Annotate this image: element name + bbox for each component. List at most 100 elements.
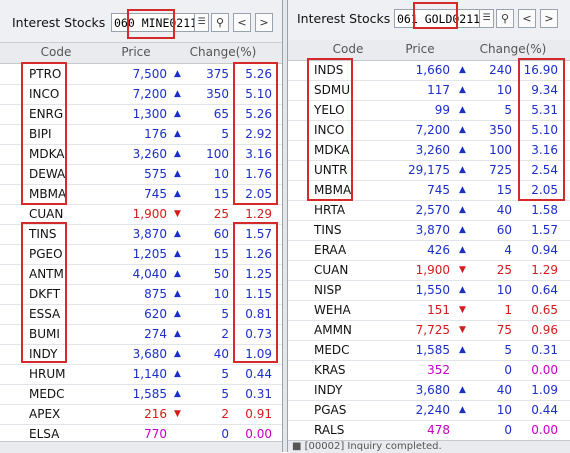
change-value: 40 <box>496 203 512 217</box>
stock-code: MEDC <box>29 387 65 401</box>
stock-code: NISP <box>314 283 342 297</box>
change-value: 0 <box>504 363 512 377</box>
table-row[interactable]: ERAA 426 4 0.94 ▲ <box>288 240 570 261</box>
chevron-right-icon[interactable]: > <box>540 9 558 28</box>
table-row[interactable]: RALS 478 0 0.00 <box>288 420 570 441</box>
change-value: 65 <box>213 107 229 121</box>
change-value: 60 <box>496 223 512 237</box>
change-value: 5 <box>221 367 229 381</box>
change-percent: 1.58 <box>531 203 558 217</box>
table-row[interactable]: INDY 3,680 40 1.09 ▲ <box>288 380 570 401</box>
change-value: 100 <box>206 147 229 161</box>
stock-code: RALS <box>314 423 345 437</box>
column-code[interactable]: Code <box>40 45 72 59</box>
list-dropdown-icon[interactable]: ☰ <box>479 9 494 28</box>
change-value: 50 <box>213 267 229 281</box>
table-row[interactable]: ESSA 620 5 0.81 ▲ <box>0 304 282 325</box>
table-row[interactable]: MEDC 1,585 5 0.31 ▲ <box>288 340 570 361</box>
table-row[interactable]: CUAN 1,900 25 1.29 ▼ <box>288 260 570 281</box>
table-row[interactable]: NISP 1,550 10 0.64 ▲ <box>288 280 570 301</box>
change-value: 350 <box>206 87 229 101</box>
table-row[interactable]: ANTM 4,040 50 1.25 ▲ <box>0 264 282 285</box>
stock-price: 745 <box>427 183 450 197</box>
stock-price: 3,260 <box>415 143 450 157</box>
stock-price: 1,585 <box>415 343 450 357</box>
stock-code: MDKA <box>314 143 350 157</box>
change-percent: 0.94 <box>531 243 558 257</box>
table-row[interactable]: UNTR 29,175 725 2.54 ▲ <box>288 160 570 181</box>
table-row[interactable]: BIPI 176 5 2.92 ▲ <box>0 124 282 145</box>
stock-price: 3,680 <box>132 347 167 361</box>
table-row[interactable]: HRUM 1,140 5 0.44 ▲ <box>0 364 282 385</box>
table-row[interactable]: PGAS 2,240 10 0.44 ▲ <box>288 400 570 421</box>
table-row[interactable]: DKFT 875 10 1.15 ▲ <box>0 284 282 305</box>
table-row[interactable]: DEWA 575 10 1.76 ▲ <box>0 164 282 185</box>
panel-title: Interest Stocks <box>12 15 106 30</box>
table-row[interactable]: HRTA 2,570 40 1.58 ▲ <box>288 200 570 221</box>
change-value: 5 <box>504 103 512 117</box>
search-icon[interactable]: ⚲ <box>496 9 514 28</box>
stock-price: 7,200 <box>415 123 450 137</box>
table-row[interactable]: INCO 7,200 350 5.10 ▲ <box>0 84 282 105</box>
table-row[interactable]: INDS 1,660 240 16.90 ▲ <box>288 60 570 81</box>
stock-code: TINS <box>314 223 342 237</box>
arrow-up-icon: ▲ <box>459 85 466 95</box>
table-row[interactable]: MBMA 745 15 2.05 ▲ <box>288 180 570 201</box>
table-row[interactable]: KRAS 352 0 0.00 <box>288 360 570 381</box>
stock-price: 1,660 <box>415 63 450 77</box>
chevron-right-icon[interactable]: > <box>255 13 273 32</box>
search-icon[interactable]: ⚲ <box>211 13 229 32</box>
stock-code: YELO <box>314 103 345 117</box>
arrow-up-icon: ▲ <box>174 229 181 239</box>
change-percent: 3.16 <box>531 143 558 157</box>
column-change[interactable]: Change(%) <box>479 42 547 56</box>
change-percent: 2.54 <box>531 163 558 177</box>
table-row[interactable]: MEDC 1,585 5 0.31 ▲ <box>0 384 282 405</box>
change-percent: 1.57 <box>245 227 272 241</box>
arrow-up-icon: ▲ <box>174 149 181 159</box>
stock-code: PTRO <box>29 67 62 81</box>
stock-price: 117 <box>427 83 450 97</box>
panel-divider[interactable] <box>282 0 287 452</box>
group-code-input[interactable]: 060 MINE0211 <box>111 13 207 32</box>
stock-code: INCO <box>314 123 345 137</box>
arrow-up-icon: ▲ <box>174 369 181 379</box>
table-row[interactable]: SDMU 117 10 9.34 ▲ <box>288 80 570 101</box>
column-price[interactable]: Price <box>121 45 151 59</box>
table-row[interactable]: INDY 3,680 40 1.09 ▲ <box>0 344 282 365</box>
stock-code: TINS <box>29 227 57 241</box>
table-row[interactable]: BUMI 274 2 0.73 ▲ <box>0 324 282 345</box>
chevron-left-icon[interactable]: < <box>233 13 251 32</box>
stock-code: DKFT <box>29 287 61 301</box>
table-row[interactable]: PTRO 7,500 375 5.26 ▲ <box>0 64 282 85</box>
table-row[interactable]: TINS 3,870 60 1.57 ▲ <box>288 220 570 241</box>
change-percent: 1.15 <box>245 287 272 301</box>
change-value: 5 <box>221 307 229 321</box>
change-percent: 2.05 <box>245 187 272 201</box>
stock-code: MEDC <box>314 343 350 357</box>
table-row[interactable]: CUAN 1,900 25 1.29 ▼ <box>0 204 282 225</box>
column-change[interactable]: Change(%) <box>189 45 257 59</box>
column-code[interactable]: Code <box>332 42 364 56</box>
table-row[interactable]: ENRG 1,300 65 5.26 ▲ <box>0 104 282 125</box>
list-dropdown-icon[interactable]: ☰ <box>194 13 209 32</box>
table-row[interactable]: WEHA 151 1 0.65 ▼ <box>288 300 570 321</box>
arrow-up-icon: ▲ <box>459 225 466 235</box>
table-row[interactable]: MBMA 745 15 2.05 ▲ <box>0 184 282 205</box>
table-row[interactable]: TINS 3,870 60 1.57 ▲ <box>0 224 282 245</box>
stock-price: 1,900 <box>132 207 167 221</box>
stock-price: 4,040 <box>132 267 167 281</box>
table-row[interactable]: APEX 216 2 0.91 ▼ <box>0 404 282 425</box>
table-row[interactable]: YELO 99 5 5.31 ▲ <box>288 100 570 121</box>
stock-price: 2,570 <box>415 203 450 217</box>
table-row[interactable]: AMMN 7,725 75 0.96 ▼ <box>288 320 570 341</box>
table-row[interactable]: PGEO 1,205 15 1.26 ▲ <box>0 244 282 265</box>
highlight-box <box>21 62 67 205</box>
table-row[interactable]: INCO 7,200 350 5.10 ▲ <box>288 120 570 141</box>
table-row[interactable]: MDKA 3,260 100 3.16 ▲ <box>0 144 282 165</box>
stock-price: 99 <box>434 103 450 117</box>
table-row[interactable]: MDKA 3,260 100 3.16 ▲ <box>288 140 570 161</box>
chevron-left-icon[interactable]: < <box>518 9 536 28</box>
column-price[interactable]: Price <box>405 42 435 56</box>
change-value: 10 <box>213 167 229 181</box>
